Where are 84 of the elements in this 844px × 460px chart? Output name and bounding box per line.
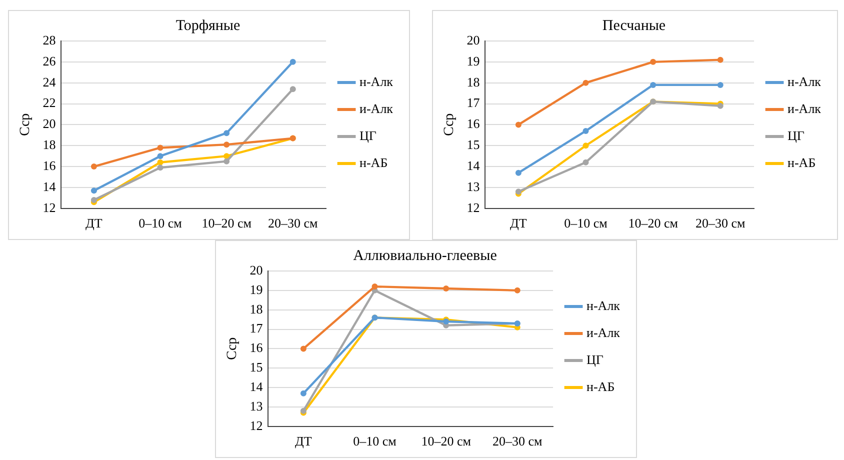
point [515,122,522,128]
point [514,287,520,294]
chart-title: Аллювиально-глеевые [353,248,498,264]
x-tick-label: ДТ [86,216,102,231]
chart-title: Торфяные [176,18,240,34]
legend-label: н-Алк [360,74,394,89]
point [290,86,296,92]
y-tick-label: 15 [466,137,480,152]
y-tick-label: 17 [250,320,264,336]
point [582,159,589,166]
x-tick-label: ДТ [295,434,312,449]
y-tick-label: 13 [250,398,263,414]
y-tick-label: 14 [466,158,480,173]
chart-title: Песчаные [602,18,666,34]
point [157,159,164,166]
point [224,142,230,148]
y-tick-label: 13 [466,178,480,194]
point [300,390,306,396]
point [157,164,164,171]
legend-label: ЦГ [788,128,805,143]
y-tick-label: 12 [250,418,263,433]
y-tick-label: 26 [42,53,56,68]
point [372,284,378,290]
legend-label: ЦГ [360,128,377,143]
x-tick-label: 10–20 см [202,216,252,231]
y-tick-label: 16 [250,340,264,356]
point [650,58,656,65]
point [300,346,306,352]
y-tick-label: 16 [466,116,480,132]
y-tick-label: 16 [42,158,56,173]
legend-label: и-Алк [360,100,394,116]
legend-label: и-Алк [788,100,822,116]
y-axis-title: Сср [225,337,240,360]
y-tick-label: 14 [42,178,56,194]
y-tick-label: 18 [42,137,56,152]
point [224,130,230,136]
legend-label: ЦГ [586,352,604,367]
legend-label: н-АБ [360,154,388,170]
legend-label: н-Алк [788,74,822,89]
x-tick-label: 0–10 см [564,216,608,231]
point [157,144,164,151]
y-tick-label: 15 [250,360,263,375]
y-tick-label: 12 [466,200,480,215]
y-tick-label: 19 [466,53,480,68]
y-tick-label: 20 [466,32,480,48]
x-tick-label: 10–20 см [628,216,678,231]
point [90,188,97,194]
x-tick-label: 0–10 см [138,216,182,231]
y-axis-title: Сср [18,113,34,136]
y-tick-label: 20 [42,116,56,132]
point [717,82,724,88]
x-tick-label: 10–20 см [421,434,471,449]
x-tick-label: 20–30 см [492,434,542,449]
point [224,153,230,160]
point [515,170,522,176]
point [224,158,230,164]
point [290,58,296,65]
y-tick-label: 24 [42,74,56,90]
y-tick-label: 17 [466,95,480,110]
legend-label: н-АБ [586,378,615,394]
y-tick-label: 12 [42,200,56,215]
x-tick-label: 20–30 см [268,216,318,231]
y-tick-label: 14 [250,378,264,394]
x-tick-label: 20–30 см [695,216,746,231]
x-tick-label: ДТ [510,216,527,231]
legend-label: н-АБ [788,154,816,170]
point [650,82,656,88]
y-tick-label: 28 [42,32,56,48]
y-tick-label: 19 [250,282,263,297]
point [582,128,589,134]
y-tick-label: 18 [250,301,263,316]
point [157,153,164,160]
y-axis-title: Сср [442,113,458,136]
point [90,164,97,170]
point [582,142,589,149]
legend-label: н-Алк [586,298,621,313]
point [443,285,450,292]
y-tick-label: 22 [42,95,56,110]
x-tick-label: 0–10 см [353,434,396,449]
y-tick-label: 18 [466,74,480,90]
y-tick-label: 20 [250,262,263,278]
legend-label: и-Алк [586,324,621,340]
point [582,80,589,86]
point [717,56,724,63]
